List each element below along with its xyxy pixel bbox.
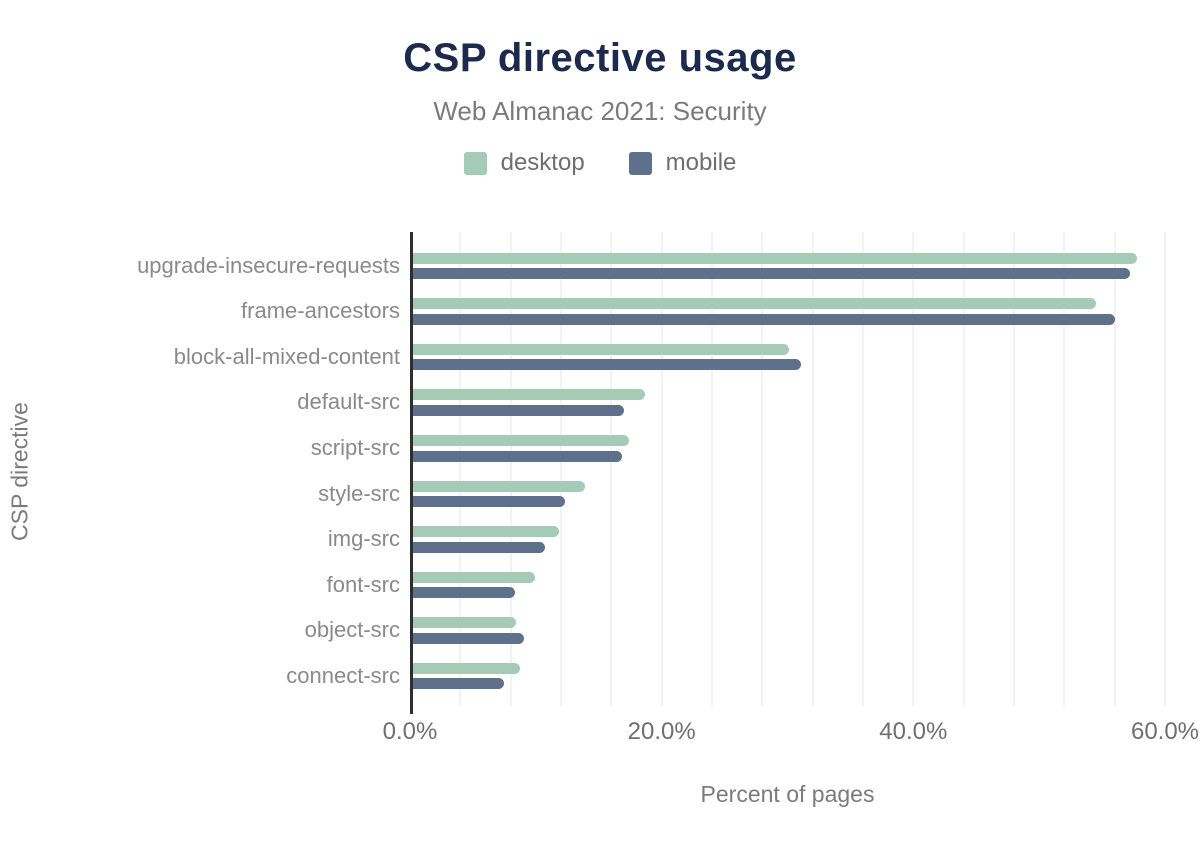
category-label-object-src: object-src (304, 617, 400, 643)
gridline-24pct (711, 232, 713, 706)
chart-subtitle: Web Almanac 2021: Security (433, 96, 767, 126)
x-tick-label-40pct: 40.0% (879, 718, 948, 745)
plot-area (410, 232, 1166, 714)
y-axis-line (410, 232, 413, 714)
category-label-img-src: img-src (327, 526, 400, 552)
bar-mobile-connect-src (413, 678, 504, 690)
bar-mobile-frame-ancestors (413, 313, 1116, 325)
legend-swatch-desktop (463, 151, 487, 175)
bar-desktop-frame-ancestors (413, 298, 1097, 310)
gridline-4pct (459, 232, 462, 706)
gridline-28pct (761, 232, 764, 706)
category-label-connect-src: connect-src (286, 662, 400, 688)
category-label-script-src: script-src (310, 435, 400, 460)
gridline-40pct (912, 232, 915, 706)
category-label-default-src: default-src (297, 389, 400, 415)
bar-desktop-connect-src (413, 662, 520, 674)
bar-desktop-style-src (413, 480, 586, 492)
x-tick-label-60pct: 60.0% (1130, 718, 1200, 745)
legend-label-mobile: mobile (665, 149, 737, 176)
gridline-36pct (862, 232, 864, 706)
category-label-style-src: style-src (318, 480, 400, 506)
category-label-font-src: font-src (326, 571, 400, 597)
bar-desktop-font-src (413, 571, 536, 583)
gridline-60pct (1164, 232, 1166, 706)
y-axis-title: CSP directive (6, 402, 33, 541)
legend-swatch-mobile (628, 151, 652, 175)
x-tick-label-0pct: 0.0% (382, 718, 438, 745)
bar-desktop-object-src (413, 617, 517, 629)
bar-mobile-block-all-mixed-content (413, 359, 801, 371)
category-label-upgrade-insecure-requests: upgrade-insecure-requests (137, 252, 400, 278)
legend-item-desktop: desktop (463, 149, 585, 177)
x-axis-title: Percent of pages (700, 781, 875, 807)
bar-mobile-upgrade-insecure-requests (413, 268, 1131, 280)
chart-title: CSP directive usage (403, 36, 797, 80)
legend: desktop mobile (0, 149, 1200, 177)
bar-desktop-default-src (413, 389, 645, 401)
gridline-52pct (1063, 232, 1066, 706)
gridline-20pct (660, 232, 663, 706)
bar-desktop-block-all-mixed-content (413, 343, 790, 355)
gridline-16pct (610, 232, 613, 706)
legend-item-mobile: mobile (628, 149, 737, 177)
gridline-44pct (962, 232, 965, 706)
x-tick-label-20pct: 20.0% (627, 718, 696, 745)
bar-desktop-img-src (413, 526, 559, 538)
gridline-48pct (1013, 232, 1015, 706)
bar-mobile-script-src (413, 450, 622, 462)
category-label-block-all-mixed-content: block-all-mixed-content (173, 343, 400, 369)
bar-desktop-script-src (413, 435, 630, 446)
category-label-frame-ancestors: frame-ancestors (241, 298, 400, 324)
gridline-56pct (1113, 232, 1116, 706)
bar-mobile-style-src (413, 496, 566, 508)
bar-mobile-img-src (413, 541, 546, 553)
bar-mobile-object-src (413, 632, 524, 644)
legend-label-desktop: desktop (500, 149, 585, 176)
bar-mobile-default-src (413, 404, 625, 416)
gridline-32pct (811, 232, 814, 706)
gridline-12pct (560, 232, 562, 706)
bar-desktop-upgrade-insecure-requests (413, 252, 1137, 264)
bar-mobile-font-src (413, 587, 515, 599)
gridline-8pct (509, 232, 512, 706)
